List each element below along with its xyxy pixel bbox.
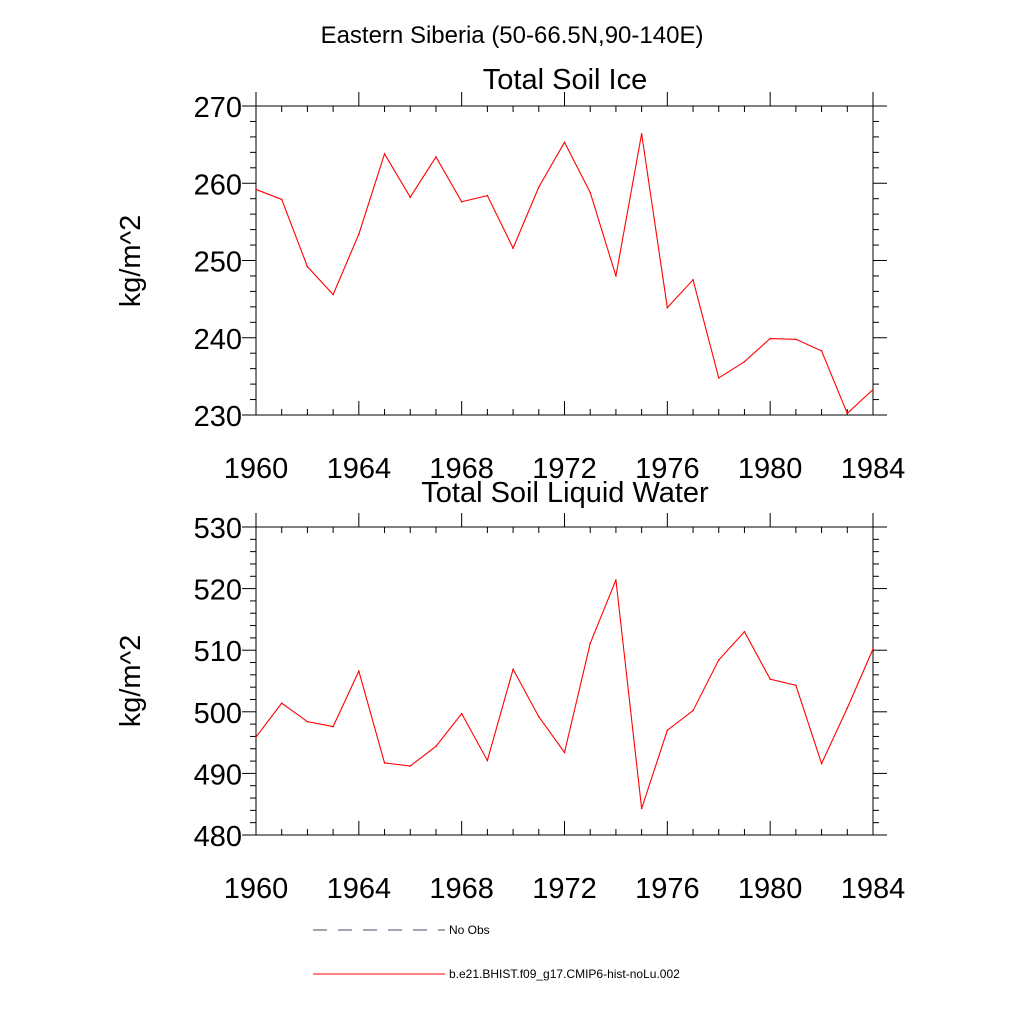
data-point	[280, 198, 283, 201]
y-tick-label: 230	[194, 401, 242, 433]
x-tick-label: 1984	[841, 873, 906, 905]
x-tick-label: 1964	[327, 453, 392, 485]
y-tick-label: 510	[194, 636, 242, 668]
y-axis-label: kg/m^2	[115, 215, 147, 308]
y-tick-label: 500	[194, 698, 242, 730]
data-point	[383, 153, 386, 155]
x-tick-label: 1960	[224, 873, 289, 905]
panel-total-soil-liquid-water: Total Soil Liquid Water kg/m^2 1960 1964 1…	[115, 477, 905, 905]
data-point	[743, 630, 746, 633]
data-point	[512, 247, 514, 249]
data-point	[332, 293, 334, 296]
data-point	[306, 265, 309, 268]
legend-label-model: b.e21.BHIST.f09_g17.CMIP6-hist-noLu.002	[449, 967, 680, 981]
y-tick-label: 240	[194, 324, 242, 356]
data-point	[512, 668, 514, 671]
data-point	[435, 745, 437, 748]
data-point	[589, 191, 592, 194]
y-tick-label: 490	[194, 759, 242, 791]
data-point	[692, 709, 694, 712]
series-line	[255, 579, 874, 809]
data-point	[846, 412, 849, 415]
data-point	[537, 186, 540, 188]
x-tick-label: 1972	[532, 453, 597, 485]
x-tick-label: 1976	[635, 873, 700, 905]
plot-frame	[255, 526, 874, 836]
data-point	[872, 388, 874, 391]
x-tick-label: 1960	[224, 453, 289, 485]
y-axis-label: kg/m^2	[115, 635, 147, 728]
x-tick-label: 1980	[738, 453, 803, 485]
y-tick-label: 530	[194, 513, 242, 545]
data-point	[460, 200, 463, 203]
x-tick-label: 1984	[841, 453, 906, 485]
data-point	[717, 377, 720, 379]
data-point	[255, 736, 257, 738]
data-point	[846, 707, 849, 709]
data-point	[486, 194, 489, 197]
x-tick-label: 1976	[635, 453, 700, 485]
data-point	[820, 762, 823, 765]
data-point	[820, 350, 823, 352]
data-point	[306, 720, 309, 723]
chart-title: Total Soil Liquid Water	[421, 477, 709, 509]
data-point	[383, 762, 386, 764]
data-point	[409, 765, 412, 767]
y-tick-label: 250	[194, 247, 242, 279]
data-point	[769, 678, 771, 680]
data-point	[537, 715, 540, 718]
data-point	[563, 141, 566, 144]
y-tick-label: 260	[194, 169, 242, 201]
data-point	[666, 729, 669, 732]
data-point	[717, 659, 720, 661]
data-point	[615, 579, 617, 581]
y-tick-label: 270	[194, 92, 242, 124]
chart-title: Total Soil Ice	[483, 64, 647, 96]
data-point	[795, 338, 797, 341]
data-point	[486, 759, 489, 762]
data-point	[615, 275, 617, 277]
x-tick-label: 1968	[429, 453, 494, 485]
data-point	[589, 642, 592, 645]
legend: No Obs b.e21.BHIST.f09_g17.CMIP6-hist-no…	[313, 923, 680, 981]
panel-total-soil-ice: Total Soil Ice kg/m^2 1960 1964 1968 1972 19…	[115, 64, 905, 485]
data-point	[358, 233, 360, 236]
data-point	[409, 196, 412, 198]
figure-suptitle: Eastern Siberia (50-66.5N,90-140E)	[321, 22, 704, 49]
data-point	[640, 807, 643, 810]
y-tick-label: 480	[194, 821, 242, 853]
data-point	[666, 306, 669, 309]
series-line	[255, 133, 874, 415]
data-point	[872, 648, 874, 650]
data-point	[769, 337, 771, 340]
plot-frame	[255, 105, 874, 416]
data-point	[435, 156, 437, 158]
y-tick-label: 520	[194, 575, 242, 607]
legend-label-no-obs: No Obs	[449, 923, 490, 937]
data-point	[795, 684, 797, 687]
x-tick-label: 1968	[429, 873, 494, 905]
data-point	[280, 702, 283, 704]
data-point	[640, 133, 643, 135]
data-point	[460, 712, 463, 715]
data-point	[563, 751, 566, 754]
x-tick-label: 1964	[327, 873, 392, 905]
data-point	[692, 279, 694, 281]
data-point	[332, 725, 334, 728]
data-point	[255, 188, 257, 191]
x-tick-label: 1972	[532, 873, 597, 905]
data-point	[358, 670, 360, 672]
data-point	[743, 360, 746, 363]
x-tick-label: 1980	[738, 873, 803, 905]
